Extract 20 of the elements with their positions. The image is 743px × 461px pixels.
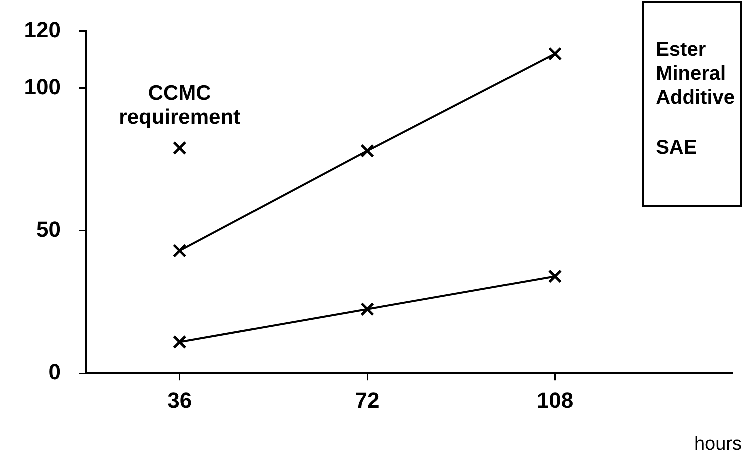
x-tick-label: 72	[355, 388, 380, 413]
annotation: SAE	[656, 136, 698, 160]
y-tick-label: 100	[24, 74, 61, 100]
point	[172, 335, 187, 350]
point	[172, 244, 187, 258]
y-tick-label: 120	[24, 17, 61, 42]
x-tick-label: 36	[168, 388, 192, 413]
annotation: Mineral	[656, 62, 728, 86]
point	[548, 47, 562, 61]
y-tick-label: 0	[48, 360, 61, 385]
point	[172, 141, 187, 156]
y-tick-label: 50	[36, 216, 61, 242]
point	[360, 302, 374, 316]
annotation: Additive	[656, 86, 735, 110]
x-axis-title: hours	[694, 434, 742, 455]
point	[360, 144, 374, 158]
annotation: Ester	[656, 38, 708, 62]
point	[548, 270, 562, 284]
x-tick-label: 108	[536, 388, 574, 413]
series-label: CCMC requirement	[119, 82, 241, 130]
